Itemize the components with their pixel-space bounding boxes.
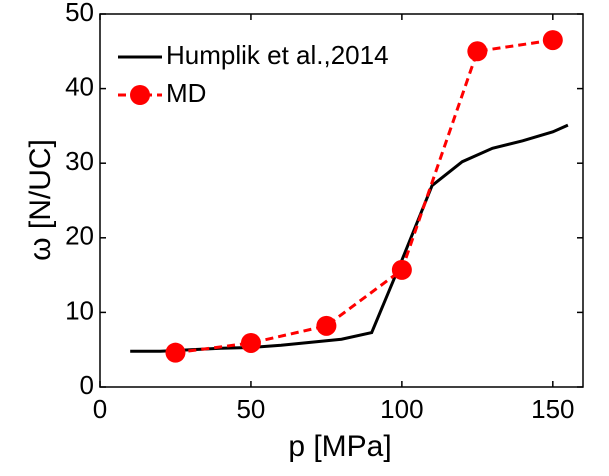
point — [316, 315, 337, 336]
x-tick-label: 0 — [93, 394, 107, 424]
legend-marker — [130, 85, 150, 105]
series-line — [175, 38, 554, 355]
point — [391, 259, 412, 280]
x-axis-label: p [MPa] — [288, 430, 391, 463]
x-tick-label: 150 — [531, 394, 574, 424]
point — [467, 41, 488, 62]
y-tick-label: 10 — [65, 295, 94, 325]
y-tick-label: 50 — [65, 0, 94, 27]
legend-label: Humplik et al.,2014 — [166, 40, 389, 70]
point — [542, 30, 563, 51]
point — [240, 332, 261, 353]
plot-area — [99, 13, 584, 388]
y-tick-label: 0 — [80, 370, 94, 400]
x-tick-label: 50 — [236, 394, 265, 424]
y-tick-label: 20 — [65, 221, 94, 251]
legend-label: MD — [166, 78, 206, 108]
point — [165, 342, 186, 363]
y-tick-label: 30 — [65, 146, 94, 176]
x-tick-label: 100 — [380, 394, 423, 424]
y-axis-label: ω [N/UC] — [24, 139, 57, 261]
y-tick-label: 40 — [65, 71, 94, 101]
